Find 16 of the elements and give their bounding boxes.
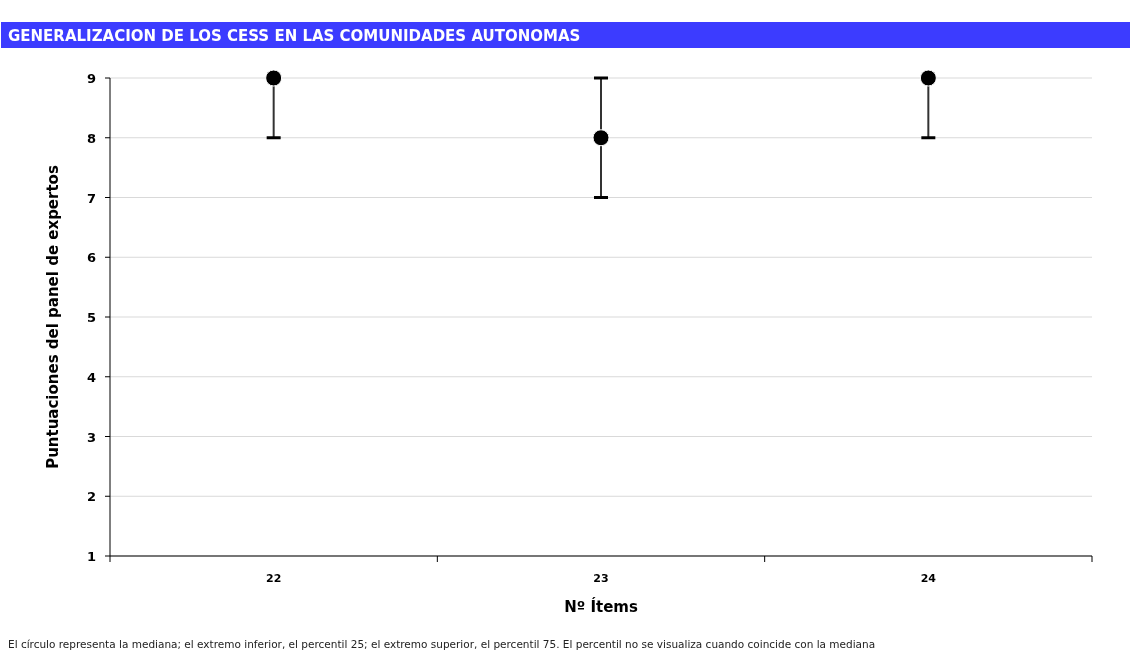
x-tick-label: 22	[266, 572, 282, 585]
y-tick-label: 8	[86, 130, 96, 146]
y-tick-label: 7	[86, 190, 96, 206]
x-axis-title: Nº Ítems	[564, 597, 638, 616]
y-tick-label: 1	[86, 549, 96, 564]
y-tick-label: 5	[86, 310, 96, 325]
x-tick-label: 24	[920, 572, 937, 585]
y-tick-label: 4	[86, 369, 96, 385]
y-tick-label: 2	[86, 489, 96, 505]
text: El círculo representa la mediana; el extremo inferior, el percentil 25; el extremo superior, el percentil 75. El percentil no se visualiza cuando coincide con la mediana	[8, 638, 876, 650]
y-tick-label: 9	[86, 71, 96, 86]
chart-title: GENERALIZACION DE LOS CESS EN LAS COMUNIDADES AUTONOMAS	[8, 27, 581, 45]
x-tick-label: 23	[593, 572, 609, 585]
y-tick-label: 3	[86, 429, 96, 445]
y-axis-title: Puntuaciones del panel de expertos	[44, 165, 62, 469]
y-tick-label: 6	[86, 250, 96, 266]
